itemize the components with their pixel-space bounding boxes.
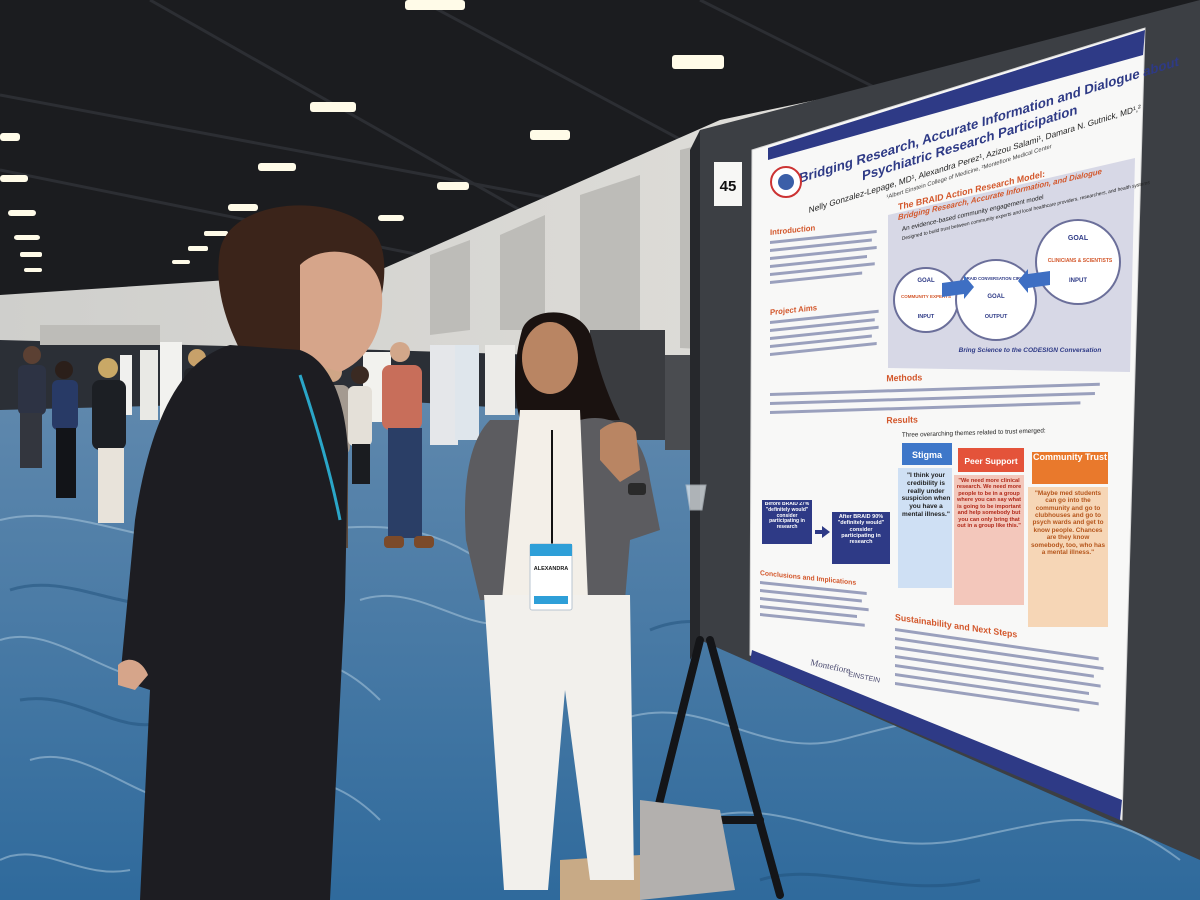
name-badge-text: ALEXANDRA <box>534 566 569 572</box>
section-results: Results <box>886 414 918 425</box>
attendee-face <box>300 251 383 372</box>
attendee-hand <box>118 659 148 690</box>
presenter-face <box>522 322 578 394</box>
after-braid-box <box>832 512 890 564</box>
attendee-left-2 <box>52 361 78 498</box>
circle-clinicians-scientists <box>1035 219 1121 305</box>
research-poster: Bridging Research, Accurate Information … <box>749 27 1179 821</box>
circle-center-output: OUTPUT <box>985 314 1008 320</box>
section-methods: Methods <box>886 372 922 383</box>
codesign-tagline: Bring Science to the CODESIGN Conversati… <box>959 347 1102 354</box>
theme-stigma-label: Stigma <box>912 450 943 460</box>
poster-number: 45 <box>720 178 737 195</box>
attendee-left-3 <box>92 358 126 523</box>
theme-community-trust: Community Trust "Maybe med students can … <box>1028 452 1108 627</box>
arrow-community-concerns-icon <box>942 275 974 299</box>
presenter-hand <box>600 422 640 482</box>
circle-braid-conversation <box>955 259 1037 341</box>
circle-right-label: CLINICIANS & SCIENTISTS <box>1048 258 1113 264</box>
theme-peer-support-quote: "We need more clinical research. We need… <box>956 478 1022 529</box>
before-braid-text: Before BRAID 27% "definitely would" cons… <box>764 502 810 530</box>
theme-community-trust-label: Community Trust <box>1032 453 1107 462</box>
after-braid-text: After BRAID 90% "definitely would" consi… <box>837 514 885 546</box>
theme-stigma-quote: "I think your credibility is really unde… <box>901 472 951 518</box>
presenter: ALEXANDRA <box>465 312 660 890</box>
presenter-watch-icon <box>628 483 646 495</box>
themes-intro: Three overarching themes related to trus… <box>902 427 1046 439</box>
presenter-blazer <box>465 420 520 600</box>
before-after-arrow-icon <box>815 526 830 538</box>
attendee-back <box>348 366 372 484</box>
arrow-accurate-information-icon <box>1018 269 1050 293</box>
theme-peer-support-label: Peer Support <box>964 456 1018 466</box>
attendee-foreground <box>118 205 385 900</box>
background-attendees <box>18 342 434 548</box>
before-braid-box <box>762 500 812 544</box>
poster-number-tag <box>714 162 742 206</box>
theme-stigma: Stigma "I think your credibility is real… <box>898 443 952 588</box>
circle-left-goal: GOAL <box>917 278 935 284</box>
attendee-dress <box>120 345 348 900</box>
ceiling-lights <box>0 0 724 272</box>
theme-community-trust-quote: "Maybe med students can go into the comm… <box>1030 490 1106 556</box>
poster-header-stripe <box>768 30 1145 160</box>
presenter-pants <box>484 595 634 890</box>
circle-left-label: COMMUNITY EXPERTS <box>901 294 951 299</box>
floor-bag <box>640 800 735 900</box>
theme-peer-support: Peer Support "We need more clinical rese… <box>954 448 1024 605</box>
attendee-far-left <box>18 346 46 468</box>
poster-board-edge <box>690 130 700 660</box>
poster-footer-stripe <box>750 650 1122 820</box>
circle-right-goal: GOAL <box>1068 235 1089 242</box>
plastic-cup <box>685 484 707 511</box>
circle-right-input: INPUT <box>1069 278 1087 284</box>
attendee-plaid-shirt <box>382 342 434 548</box>
attendee-lanyard <box>298 374 342 521</box>
circle-center-label: BRAID CONVERSATION CIRCLE <box>964 276 1029 281</box>
circle-left-input: INPUT <box>918 314 935 320</box>
circle-center-goal: GOAL <box>987 294 1005 300</box>
